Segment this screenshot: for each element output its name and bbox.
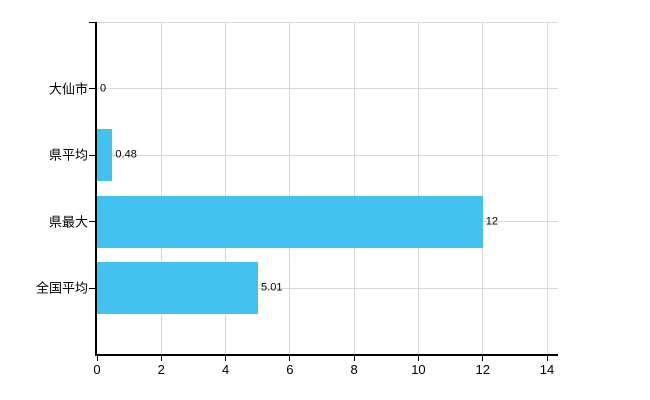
x-tick-label: 10	[411, 362, 426, 377]
v-gridline	[225, 22, 227, 355]
y-axis-tick	[89, 221, 97, 223]
category-label: 県最大	[48, 214, 88, 230]
v-gridline	[160, 22, 162, 355]
x-axis-tick	[160, 356, 162, 361]
x-tick-label: 4	[221, 362, 230, 377]
y-axis-line	[95, 22, 97, 356]
value-label: 12	[485, 215, 498, 228]
x-axis-tick	[289, 356, 291, 361]
h-gridline	[97, 287, 558, 289]
bar-全国平均	[97, 262, 259, 315]
y-axis-tick	[89, 154, 97, 156]
v-gridline	[353, 22, 355, 355]
x-tick-label: 8	[350, 362, 358, 377]
value-label: 0	[100, 82, 107, 95]
value-label: 5.01	[261, 281, 283, 294]
x-axis-tick	[96, 356, 98, 361]
x-tick-label: 14	[539, 362, 555, 377]
y-axis-tick	[89, 287, 97, 289]
x-tick-label: 12	[475, 362, 490, 377]
x-axis-line	[95, 354, 558, 356]
v-gridline	[546, 22, 548, 355]
y-axis-tick	[89, 21, 97, 23]
x-axis-tick	[353, 356, 355, 361]
plot-area: 0 0.48 12 5.01	[97, 21, 558, 355]
category-label: 県平均	[48, 147, 88, 163]
x-axis-tick	[546, 356, 548, 361]
bar-県最大	[97, 195, 483, 248]
x-axis-tick	[417, 356, 419, 361]
h-gridline	[97, 21, 558, 23]
x-tick-label: 2	[157, 362, 165, 377]
h-gridline	[97, 88, 558, 90]
h-gridline	[97, 154, 558, 156]
value-label: 0.48	[115, 148, 137, 161]
x-tick-label: 0	[93, 362, 101, 377]
x-axis-tick	[482, 356, 484, 361]
bar-県平均	[97, 129, 113, 182]
v-gridline	[417, 22, 419, 355]
x-tick-label: 6	[286, 362, 294, 377]
v-gridline	[289, 22, 291, 355]
x-axis-tick	[225, 356, 227, 361]
v-gridline	[482, 22, 484, 355]
category-label: 大仙市	[48, 81, 88, 97]
y-axis-tick	[89, 88, 97, 90]
category-label: 全国平均	[35, 280, 88, 296]
